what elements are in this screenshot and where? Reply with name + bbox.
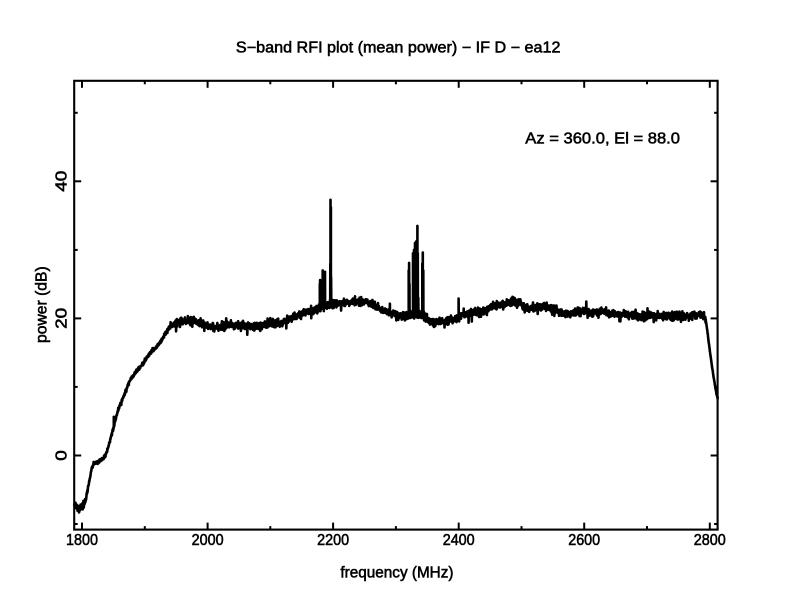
svg-text:Az = 360.0, El = 88.0: Az = 360.0, El = 88.0 [525, 130, 680, 147]
svg-text:S−band RFI plot (mean power) −: S−band RFI plot (mean power) − IF D − ea… [236, 40, 561, 57]
svg-text:2000: 2000 [192, 532, 224, 549]
svg-text:2400: 2400 [443, 532, 475, 549]
svg-text:2800: 2800 [694, 532, 726, 549]
svg-text:2200: 2200 [317, 532, 349, 549]
svg-text:2600: 2600 [568, 532, 600, 549]
svg-text:power (dB): power (dB) [34, 266, 51, 343]
svg-text:1800: 1800 [66, 532, 98, 549]
svg-text:frequency (MHz): frequency (MHz) [340, 565, 453, 582]
svg-text:20: 20 [54, 307, 71, 328]
svg-text:0: 0 [54, 450, 71, 461]
svg-text:40: 40 [54, 170, 71, 191]
